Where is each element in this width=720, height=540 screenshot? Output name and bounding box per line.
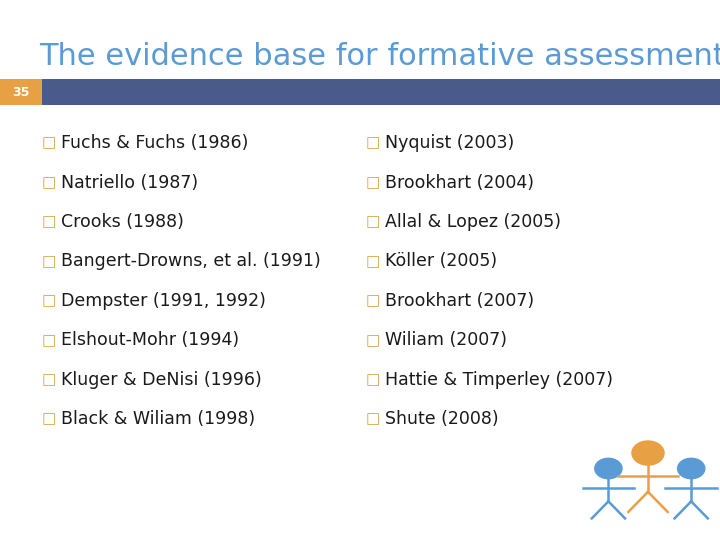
Text: Dempster (1991, 1992): Dempster (1991, 1992) [61,292,266,310]
Text: □: □ [42,333,56,348]
Text: □: □ [366,372,380,387]
Text: Allal & Lopez (2005): Allal & Lopez (2005) [385,213,561,231]
Text: Nyquist (2003): Nyquist (2003) [385,134,515,152]
Text: □: □ [42,136,56,151]
Text: Brookhart (2004): Brookhart (2004) [385,173,534,192]
Text: Fuchs & Fuchs (1986): Fuchs & Fuchs (1986) [61,134,248,152]
Text: Bangert-Drowns, et al. (1991): Bangert-Drowns, et al. (1991) [61,252,321,271]
Text: □: □ [42,411,56,427]
Text: The evidence base for formative assessment: The evidence base for formative assessme… [40,42,720,71]
Text: Wiliam (2007): Wiliam (2007) [385,331,507,349]
Text: □: □ [42,175,56,190]
Text: □: □ [42,372,56,387]
Text: Shute (2008): Shute (2008) [385,410,499,428]
Text: □: □ [42,293,56,308]
Text: Crooks (1988): Crooks (1988) [61,213,184,231]
Text: □: □ [366,293,380,308]
Text: Black & Wiliam (1998): Black & Wiliam (1998) [61,410,256,428]
Text: □: □ [366,175,380,190]
Text: Köller (2005): Köller (2005) [385,252,498,271]
Text: Hattie & Timperley (2007): Hattie & Timperley (2007) [385,370,613,389]
Text: Kluger & DeNisi (1996): Kluger & DeNisi (1996) [61,370,262,389]
Text: □: □ [366,136,380,151]
Text: □: □ [42,214,56,230]
Text: □: □ [366,333,380,348]
Text: □: □ [42,254,56,269]
Text: 35: 35 [12,86,30,99]
Text: Natriello (1987): Natriello (1987) [61,173,198,192]
Text: □: □ [366,411,380,427]
Text: Elshout-Mohr (1994): Elshout-Mohr (1994) [61,331,239,349]
Text: Brookhart (2007): Brookhart (2007) [385,292,534,310]
Text: □: □ [366,214,380,230]
Text: □: □ [366,254,380,269]
